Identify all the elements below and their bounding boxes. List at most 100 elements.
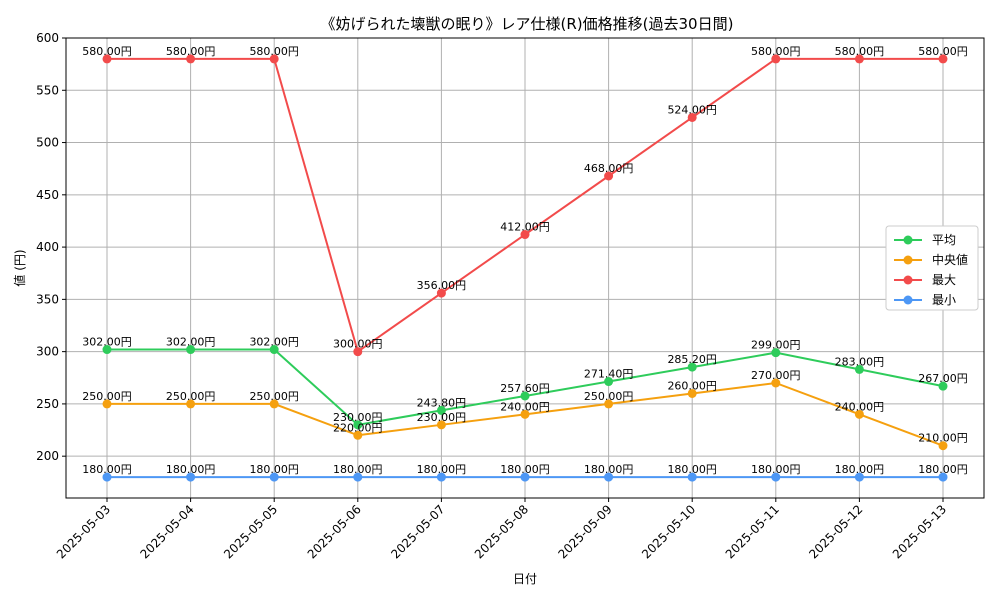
data-point bbox=[186, 54, 196, 64]
data-label: 180.00円 bbox=[667, 463, 717, 476]
data-label: 285.20円 bbox=[667, 353, 717, 366]
data-label: 180.00円 bbox=[333, 463, 383, 476]
data-point bbox=[353, 347, 363, 357]
data-point bbox=[604, 377, 614, 387]
data-label: 220.00円 bbox=[333, 421, 383, 434]
data-label: 299.00円 bbox=[751, 339, 801, 352]
x-tick-label: 2025-05-12 bbox=[806, 502, 865, 561]
data-label: 267.00円 bbox=[918, 372, 968, 385]
data-point bbox=[102, 472, 112, 482]
legend-label: 中央値 bbox=[932, 252, 968, 267]
data-label: 250.00円 bbox=[166, 390, 216, 403]
data-label: 580.00円 bbox=[166, 45, 216, 58]
data-point bbox=[687, 388, 697, 398]
data-label: 230.00円 bbox=[333, 411, 383, 424]
data-label: 180.00円 bbox=[166, 463, 216, 476]
data-labels-layer: 302.00円 302.00円 302.00円 230.00円 243.80円 257.6… bbox=[82, 45, 968, 476]
data-point bbox=[186, 345, 196, 355]
data-label: 180.00円 bbox=[500, 463, 550, 476]
series-3 bbox=[102, 472, 948, 482]
data-point bbox=[604, 472, 614, 482]
y-axis: 200 250 300 350 400 450 500 550 600 bbox=[36, 31, 66, 463]
data-label: 250.00円 bbox=[82, 390, 132, 403]
series-layer bbox=[102, 54, 948, 482]
y-tick-label: 250 bbox=[36, 397, 59, 411]
data-point bbox=[269, 399, 279, 409]
data-point bbox=[520, 391, 530, 401]
data-point bbox=[436, 420, 446, 430]
grid-layer bbox=[66, 37, 984, 498]
data-label: 240.00円 bbox=[835, 400, 885, 413]
data-label: 302.00円 bbox=[249, 336, 299, 349]
x-tick-label: 2025-05-11 bbox=[723, 502, 782, 561]
x-tick-label: 2025-05-07 bbox=[388, 502, 447, 561]
y-tick-label: 450 bbox=[36, 188, 59, 202]
data-point bbox=[771, 378, 781, 388]
legend-marker bbox=[903, 275, 913, 285]
data-point bbox=[186, 399, 196, 409]
data-label: 580.00円 bbox=[82, 45, 132, 58]
data-point bbox=[436, 288, 446, 298]
data-label: 240.00円 bbox=[500, 400, 550, 413]
data-label: 250.00円 bbox=[249, 390, 299, 403]
data-point bbox=[353, 472, 363, 482]
data-label: 180.00円 bbox=[584, 463, 634, 476]
x-tick-label: 2025-05-10 bbox=[639, 502, 698, 561]
legend-frame bbox=[885, 225, 979, 311]
x-tick-label: 2025-05-03 bbox=[54, 502, 113, 561]
data-label: 180.00円 bbox=[918, 463, 968, 476]
data-label: 243.80円 bbox=[417, 396, 467, 409]
data-point bbox=[520, 230, 530, 240]
data-point bbox=[186, 472, 196, 482]
data-label: 580.00円 bbox=[918, 45, 968, 58]
data-point bbox=[353, 430, 363, 440]
data-label: 468.00円 bbox=[584, 162, 634, 175]
x-tick-label: 2025-05-13 bbox=[890, 502, 949, 561]
y-tick-label: 400 bbox=[36, 240, 59, 254]
x-tick-label: 2025-05-08 bbox=[472, 502, 531, 561]
data-point bbox=[938, 441, 948, 451]
data-label: 580.00円 bbox=[249, 45, 299, 58]
y-tick-label: 300 bbox=[36, 345, 59, 359]
data-point bbox=[854, 409, 864, 419]
y-tick-label: 500 bbox=[36, 136, 59, 150]
data-point bbox=[938, 381, 948, 391]
legend-marker bbox=[903, 295, 913, 305]
y-axis-label: 値 (円) bbox=[12, 249, 27, 286]
data-label: 356.00円 bbox=[417, 279, 467, 292]
series-1 bbox=[102, 378, 948, 451]
data-point bbox=[269, 472, 279, 482]
data-point bbox=[687, 362, 697, 372]
data-point bbox=[854, 54, 864, 64]
data-point bbox=[687, 472, 697, 482]
data-point bbox=[854, 364, 864, 374]
legend-label: 平均 bbox=[932, 233, 956, 247]
x-tick-label: 2025-05-09 bbox=[556, 502, 615, 561]
x-tick-label: 2025-05-06 bbox=[305, 502, 364, 561]
data-label: 180.00円 bbox=[249, 463, 299, 476]
data-point bbox=[771, 54, 781, 64]
data-label: 302.00円 bbox=[166, 336, 216, 349]
data-label: 270.00円 bbox=[751, 369, 801, 382]
x-tick-label: 2025-05-04 bbox=[138, 502, 197, 561]
data-point bbox=[771, 472, 781, 482]
data-label: 524.00円 bbox=[667, 103, 717, 116]
data-label: 302.00円 bbox=[82, 336, 132, 349]
data-label: 180.00円 bbox=[417, 463, 467, 476]
data-label: 250.00円 bbox=[584, 390, 634, 403]
y-tick-label: 600 bbox=[36, 31, 59, 45]
y-tick-label: 200 bbox=[36, 449, 59, 463]
x-axis: 2025-05-03 2025-05-04 2025-05-05 2025-05-06… bbox=[54, 498, 949, 561]
data-point bbox=[938, 54, 948, 64]
data-point bbox=[771, 348, 781, 358]
data-label: 180.00円 bbox=[751, 463, 801, 476]
data-point bbox=[938, 472, 948, 482]
data-point bbox=[604, 171, 614, 181]
data-point bbox=[102, 54, 112, 64]
data-point bbox=[604, 399, 614, 409]
data-label: 580.00円 bbox=[751, 45, 801, 58]
data-label: 580.00円 bbox=[835, 45, 885, 58]
x-axis-label: 日付 bbox=[513, 572, 537, 586]
